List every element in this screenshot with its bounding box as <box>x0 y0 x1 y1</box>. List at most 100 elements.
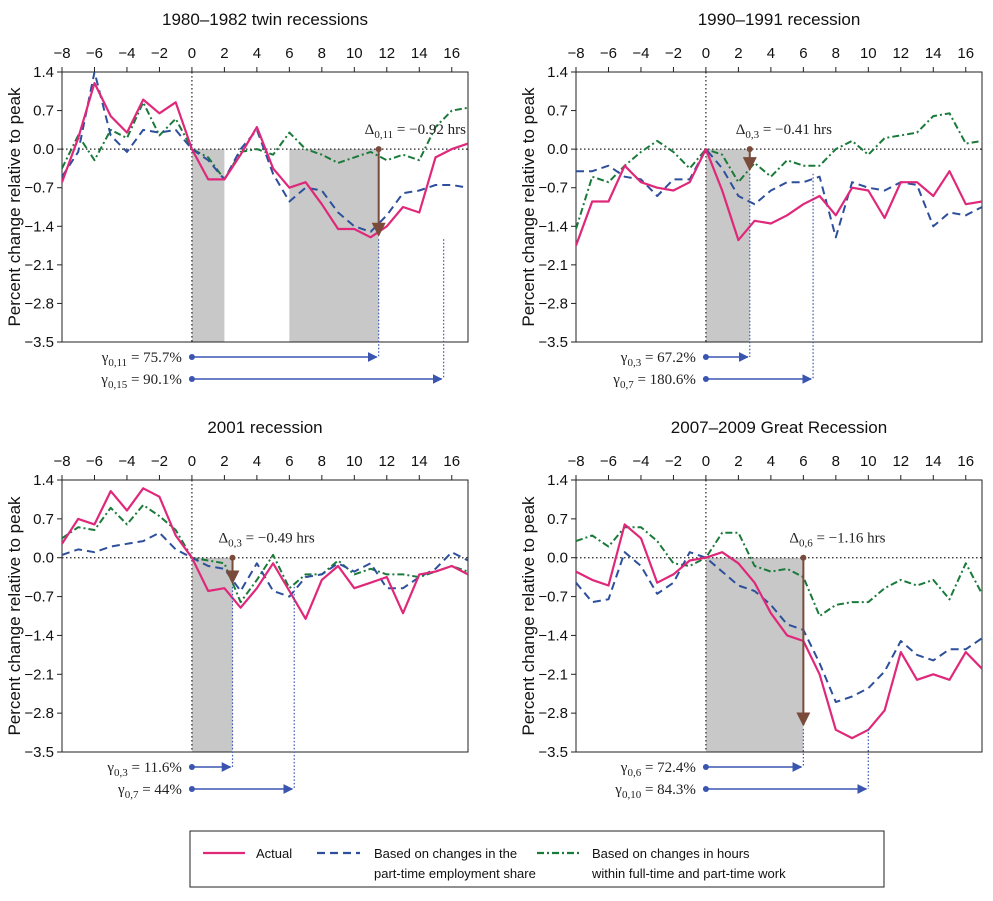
y-tick-label: −2.1 <box>24 257 54 274</box>
series-line-hours-within <box>576 112 982 230</box>
x-tick-label: −2 <box>665 45 682 62</box>
x-tick-label: −2 <box>151 45 168 62</box>
y-tick-label: 1.4 <box>547 64 568 81</box>
legend: Actual Based on changes in the part-time e… <box>189 830 885 888</box>
x-tick-label: 4 <box>253 453 261 470</box>
delta-label: Δ0,3 = −0.41 hrs <box>736 122 832 141</box>
y-tick-label: −2.8 <box>538 705 568 722</box>
y-tick-label: 1.4 <box>33 472 54 489</box>
x-tick-label: 6 <box>285 453 293 470</box>
chart-panel-3: 2001 recession −8 −6 −4 −2 0 2 4 6 8 10 12 14 16 1.4 0.… <box>5 418 469 801</box>
x-tick-label: 8 <box>832 453 840 470</box>
y-tick-label: 0.7 <box>547 103 568 120</box>
series-line-part-time-share <box>576 148 982 239</box>
x-tick-label: 0 <box>702 45 710 62</box>
chart-title: 2001 recession <box>207 418 322 437</box>
plot-frame <box>61 71 469 343</box>
y-tick-label: −0.7 <box>538 180 568 197</box>
series-line-hours-within <box>62 101 468 181</box>
legend-label: Based on changes in hours <box>592 846 750 861</box>
gamma-dot <box>702 376 709 382</box>
y-tick-label: −2.8 <box>24 295 54 312</box>
x-tick-label: 10 <box>860 45 877 62</box>
x-tick-label: 16 <box>957 45 974 62</box>
gamma-dot <box>188 376 195 382</box>
delta-label: Δ0,6 = −1.16 hrs <box>789 531 885 550</box>
y-tick-label: −3.5 <box>538 744 568 761</box>
series-line-part-time-share <box>576 551 982 703</box>
series-line-actual <box>576 148 982 246</box>
x-tick-label: −8 <box>567 45 584 62</box>
plot-frame <box>575 71 983 343</box>
gamma-label: γ0,7 = 44% <box>117 782 182 801</box>
x-tick-label: 14 <box>411 453 428 470</box>
chart-title: 1980–1982 twin recessions <box>162 10 368 29</box>
shaded-region <box>191 149 225 342</box>
legend-label: Actual <box>256 846 292 861</box>
gamma-label: γ0,15 = 90.1% <box>100 372 182 391</box>
x-tick-label: −4 <box>118 45 135 62</box>
y-tick-label: −1.4 <box>538 218 568 235</box>
y-tick-label: −3.5 <box>24 334 54 351</box>
x-tick-label: 8 <box>832 45 840 62</box>
x-tick-label: 12 <box>378 45 395 62</box>
chart-title: 2007–2009 Great Recession <box>671 418 887 437</box>
chart-title: 1990–1991 recession <box>698 10 861 29</box>
x-tick-label: 12 <box>892 45 909 62</box>
delta-dot <box>800 554 807 561</box>
y-axis-label: Percent change relative to peak <box>5 496 24 736</box>
x-tick-label: 6 <box>799 45 807 62</box>
chart-panel-2: 1990–1991 recession −8 −6 −4 −2 0 2 4 6 8 10 12 14 16… <box>519 10 983 391</box>
gamma-label: γ0,3 = 67.2% <box>620 350 696 369</box>
x-tick-label: 12 <box>892 453 909 470</box>
x-tick-label: 10 <box>860 453 877 470</box>
y-tick-label: −2.1 <box>538 257 568 274</box>
legend-label: within full-time and part-time work <box>591 866 786 881</box>
x-tick-label: −6 <box>86 453 103 470</box>
series-line-actual <box>576 523 982 740</box>
gamma-label: γ0,7 = 180.6% <box>612 372 696 391</box>
gamma-dot <box>188 354 195 360</box>
chart-panel-1: 1980–1982 twin recessions −8 −6 −4 −2 0 2 4 6 8 10… <box>5 10 469 391</box>
plot-frame <box>61 479 469 753</box>
shaded-region <box>705 149 750 342</box>
x-tick-label: 10 <box>346 453 363 470</box>
gamma-label: γ0,3 = 11.6% <box>106 760 182 779</box>
x-tick-label: 0 <box>188 453 196 470</box>
y-tick-label: 0.7 <box>33 511 54 528</box>
x-tick-label: −4 <box>632 45 649 62</box>
delta-dot <box>746 146 753 153</box>
x-tick-label: 14 <box>925 453 942 470</box>
x-tick-label: −6 <box>600 45 617 62</box>
x-tick-label: −8 <box>567 453 584 470</box>
series-line-part-time-share <box>62 72 468 233</box>
y-axis-label: Percent change relative to peak <box>519 496 538 736</box>
x-tick-label: 4 <box>253 45 261 62</box>
y-tick-label: −0.7 <box>538 589 568 606</box>
series-line-hours-within <box>576 526 982 617</box>
plot-frame <box>575 479 983 753</box>
y-tick-label: 1.4 <box>547 472 568 489</box>
x-tick-label: −6 <box>600 453 617 470</box>
shaded-region <box>191 557 233 752</box>
x-tick-label: 2 <box>220 453 228 470</box>
gamma-label: γ0,6 = 72.4% <box>620 760 696 779</box>
x-tick-label: 8 <box>318 45 326 62</box>
series-line-actual <box>62 81 468 239</box>
x-tick-label: 0 <box>188 45 196 62</box>
x-tick-label: 14 <box>925 45 942 62</box>
delta-label: Δ0,3 = −0.49 hrs <box>219 531 315 550</box>
legend-box <box>189 830 885 888</box>
y-tick-label: −1.4 <box>24 218 54 235</box>
y-tick-label: −2.8 <box>24 705 54 722</box>
chart-panel-4: 2007–2009 Great Recession −8 −6 −4 −2 0 2 4 6 8 10… <box>519 418 983 801</box>
gamma-label: γ0,11 = 75.7% <box>101 350 182 369</box>
gamma-dot <box>702 354 709 360</box>
shaded-region <box>289 149 379 342</box>
x-tick-label: 8 <box>318 453 326 470</box>
gamma-dot <box>702 764 709 770</box>
gamma-dot <box>188 786 195 792</box>
x-tick-label: −2 <box>151 453 168 470</box>
x-tick-label: 4 <box>767 453 775 470</box>
